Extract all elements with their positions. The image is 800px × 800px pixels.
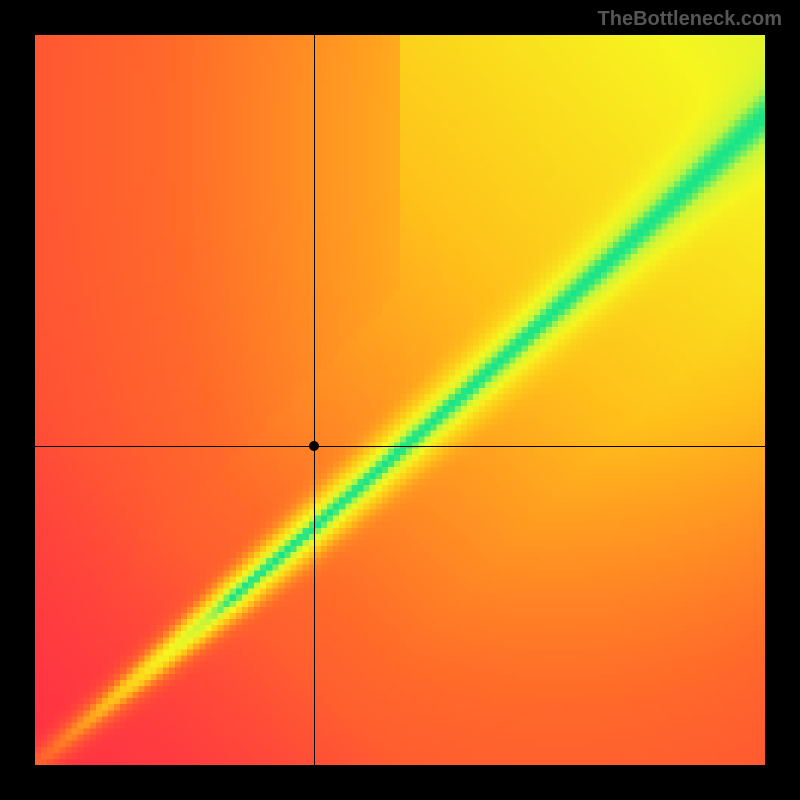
crosshair-vertical [314, 35, 315, 765]
crosshair-horizontal [35, 446, 765, 447]
marker-dot [309, 441, 319, 451]
watermark-text: TheBottleneck.com [598, 8, 782, 31]
heatmap-canvas [35, 35, 765, 765]
heatmap-plot [35, 35, 765, 765]
